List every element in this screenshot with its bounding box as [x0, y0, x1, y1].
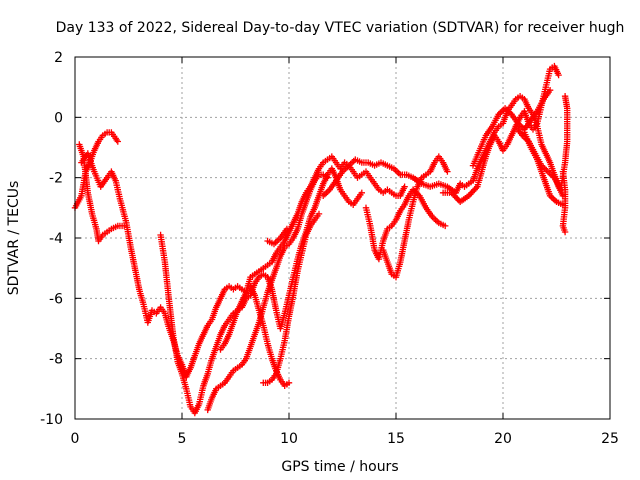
data-point — [546, 87, 554, 94]
data-point — [358, 189, 365, 196]
x-tick-label: 5 — [178, 431, 187, 447]
data-point — [285, 379, 293, 386]
series-group — [469, 87, 554, 169]
series-group — [380, 153, 451, 281]
series-group — [260, 210, 323, 386]
plot-frame — [74, 56, 611, 420]
data-point — [555, 71, 562, 79]
x-axis-label: GPS time / hours — [281, 459, 398, 475]
x-tick-label: 20 — [494, 431, 512, 447]
data-point — [283, 225, 291, 233]
series-group — [217, 283, 293, 389]
data-point — [315, 210, 323, 218]
x-tick-label: 0 — [71, 431, 80, 447]
series-group — [409, 186, 449, 230]
data-point — [442, 222, 449, 230]
data-point — [114, 138, 121, 145]
y-tick-label: -4 — [49, 231, 63, 247]
data-point — [324, 174, 331, 181]
y-axis-label: SDTVAR / TECUs — [6, 181, 22, 296]
series-group — [439, 62, 562, 205]
y-tick-label: -2 — [49, 171, 63, 187]
y-tick-labels: -10 -8 -6 -4 -2 0 2 — [40, 50, 63, 428]
y-tick-label: -6 — [49, 291, 63, 307]
series-group — [78, 150, 408, 380]
data-points — [71, 62, 571, 417]
x-tick-labels: 0 5 10 15 20 25 — [71, 431, 619, 447]
chart-title: Day 133 of 2022, Sidereal Day-to-day VTE… — [56, 20, 625, 36]
x-tick-label: 25 — [601, 431, 619, 447]
x-tick-label: 10 — [280, 431, 298, 447]
y-tick-label: 2 — [54, 50, 63, 66]
data-point — [401, 183, 408, 190]
series-group — [157, 165, 365, 417]
series-group — [559, 168, 569, 236]
series-group — [362, 186, 417, 263]
data-point — [561, 93, 569, 100]
series-group — [204, 171, 331, 414]
y-tick-label: -8 — [49, 352, 63, 368]
series-group — [264, 225, 291, 248]
y-tick-label: -10 — [40, 412, 63, 428]
data-point — [561, 228, 569, 236]
y-tick-label: 0 — [54, 110, 63, 126]
x-tick-label: 15 — [387, 431, 405, 447]
data-point — [444, 168, 451, 175]
